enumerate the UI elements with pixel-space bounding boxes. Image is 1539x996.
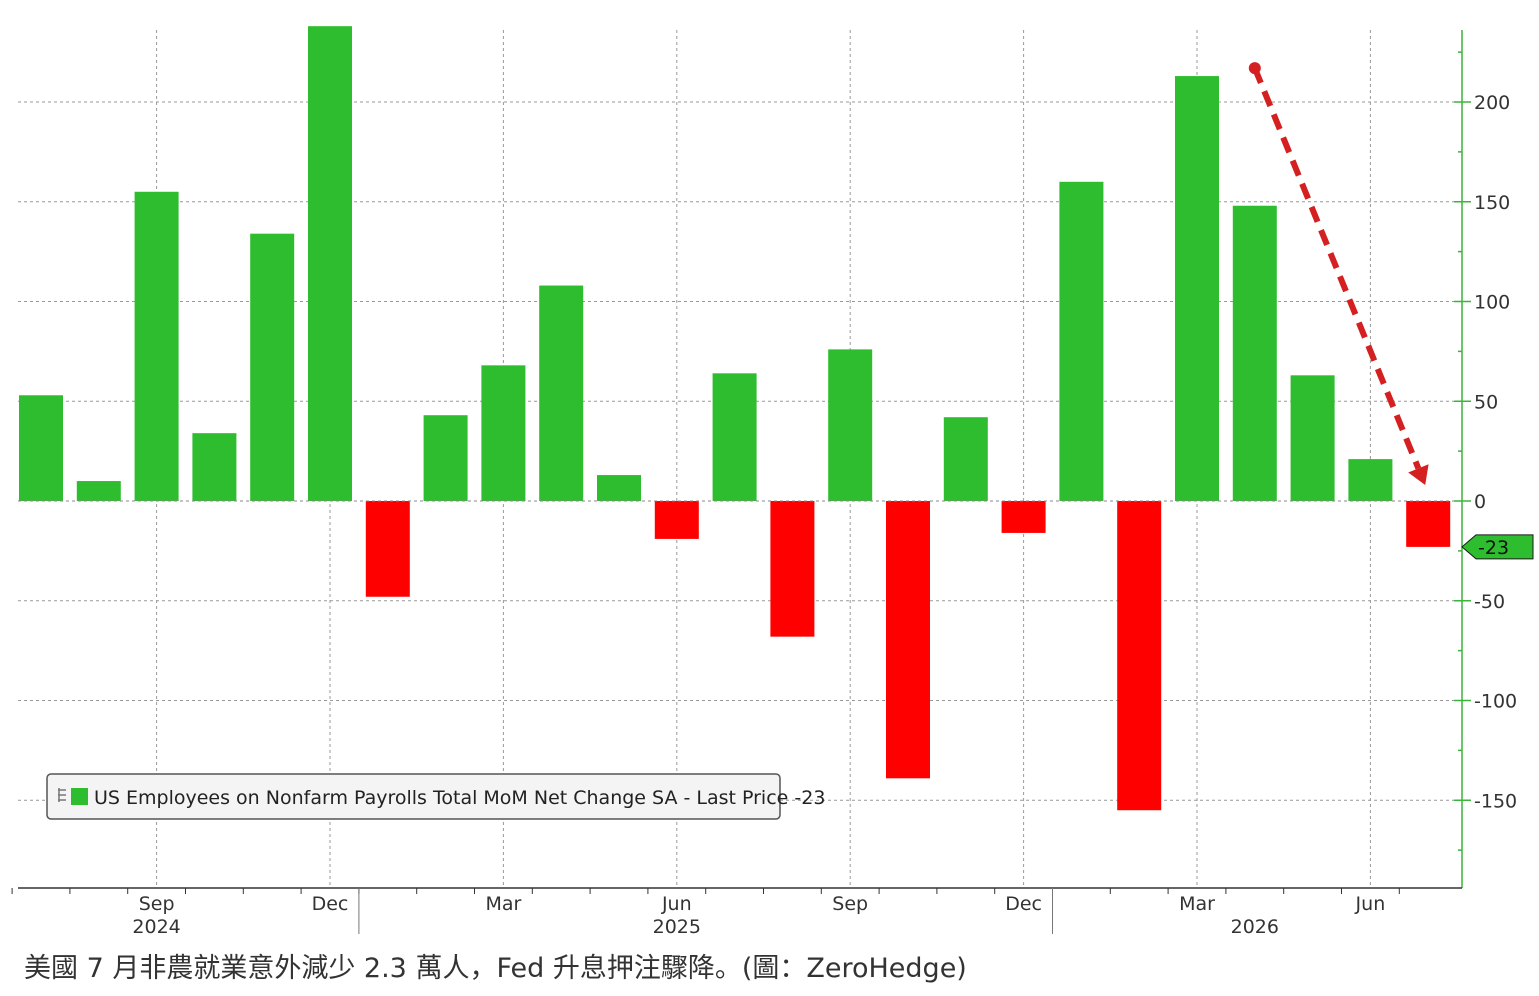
bar [1348, 459, 1393, 501]
legend-chart-icon [58, 788, 66, 802]
y-tick-label: 150 [1474, 192, 1510, 214]
x-month-label: Jun [661, 893, 692, 915]
axes: 200 150 100 50 0 -50 -100 -150 Sep Dec Mar Jun Sep De… [11, 30, 1534, 938]
bar [1406, 501, 1451, 547]
y-tick-label: 0 [1474, 491, 1486, 513]
bar-series [19, 26, 1451, 811]
bar [250, 233, 295, 502]
last-price-label: -23 [1478, 537, 1509, 559]
figure-caption: 美國 7 月非農就業意外減少 2.3 萬人，Fed 升息押注驟降。(圖：Zero… [24, 953, 967, 984]
bar [1001, 501, 1046, 533]
legend-swatch [71, 788, 88, 805]
legend-box [46, 773, 781, 820]
x-month-label: Sep [832, 893, 868, 915]
last-price-flag [1461, 534, 1534, 560]
bar [134, 191, 179, 501]
bar [943, 417, 988, 501]
bar [423, 415, 468, 501]
x-month-label: Sep [139, 893, 175, 915]
arrow-shaft [1252, 66, 1422, 470]
y-tick-label: 200 [1474, 92, 1510, 114]
bar [481, 365, 526, 501]
bar [1059, 181, 1104, 502]
nonfarm-payrolls-chart: 200 150 100 50 0 -50 -100 -150 Sep Dec Mar Jun Sep De… [11, 26, 1534, 938]
legend-text: US Employees on Nonfarm Payrolls Total M… [94, 787, 825, 809]
y-tick-label: -150 [1474, 790, 1517, 812]
x-year-label: 2024 [132, 916, 180, 938]
bar [1175, 76, 1219, 501]
bar [886, 501, 930, 779]
bar [1117, 501, 1162, 811]
trend-annotation [1248, 62, 1429, 486]
y-tick-label: 50 [1474, 391, 1498, 413]
arrow-head [1408, 464, 1429, 486]
x-month-label: Mar [1179, 893, 1215, 915]
bar [19, 395, 63, 501]
y-tick-label: 100 [1474, 292, 1510, 314]
bar [597, 475, 641, 501]
bar [76, 481, 121, 501]
y-tick-label: -50 [1474, 591, 1505, 613]
bar [1290, 375, 1335, 501]
bar [1232, 205, 1277, 502]
bar [828, 349, 873, 501]
x-month-label: Dec [312, 893, 349, 915]
bar [365, 501, 410, 597]
y-tick-label: -100 [1474, 691, 1517, 713]
bar [712, 373, 757, 501]
x-month-label: Jun [1355, 893, 1386, 915]
bar [654, 501, 699, 539]
bar [770, 501, 815, 637]
legend: US Employees on Nonfarm Payrolls Total M… [46, 773, 825, 820]
x-year-label: 2026 [1231, 916, 1279, 938]
bar [539, 285, 584, 501]
bar [308, 26, 352, 501]
bar [192, 433, 237, 501]
x-year-label: 2025 [653, 916, 701, 938]
x-month-label: Mar [485, 893, 521, 915]
x-month-label: Dec [1005, 893, 1042, 915]
